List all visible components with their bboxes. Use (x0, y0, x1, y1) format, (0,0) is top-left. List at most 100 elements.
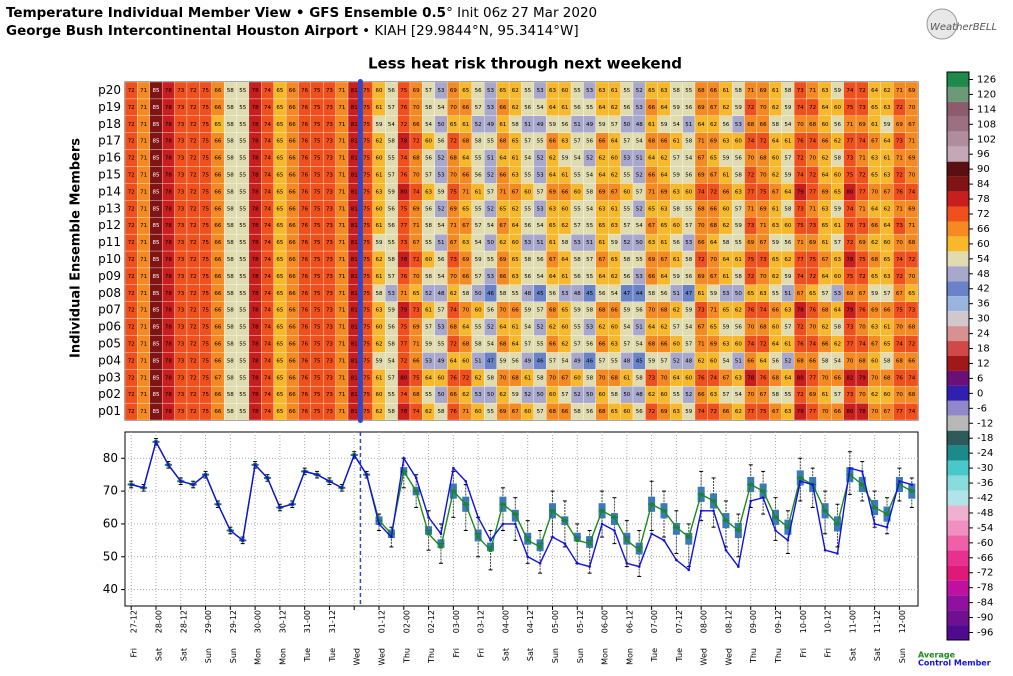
cell-value: 53 (586, 325, 593, 331)
member-label: p12 (98, 218, 121, 232)
cell-value: 63 (735, 189, 742, 195)
cell-value: 75 (314, 88, 321, 94)
cell-value: 59 (710, 291, 717, 297)
header-title-bold: Temperature Individual Member View • GFS… (6, 5, 446, 21)
cell-value: 62 (710, 122, 717, 128)
colorbar-band (947, 161, 969, 177)
cell-value: 70 (760, 274, 767, 280)
cell-value: 77 (846, 341, 853, 347)
x-tick-label: 03-12 (477, 610, 486, 633)
cell-value: 59 (376, 240, 383, 246)
cell-value: 60 (834, 105, 841, 111)
cell-value: 62 (648, 392, 655, 398)
cell-value: 72 (128, 172, 135, 178)
cell-value: 55 (623, 172, 630, 178)
series-marker (749, 499, 753, 503)
cell-value: 55 (524, 206, 531, 212)
cell-value: 66 (289, 88, 296, 94)
cell-value: 73 (177, 172, 184, 178)
cell-value: 76 (859, 308, 866, 314)
cell-value: 51 (636, 325, 643, 331)
cell-value: 75 (363, 257, 370, 263)
cell-value: 62 (450, 291, 457, 297)
cell-value: 72 (908, 257, 915, 263)
cell-value: 64 (673, 375, 680, 381)
cell-value: 78 (797, 308, 804, 314)
cell-value: 66 (214, 291, 221, 297)
cell-value: 64 (425, 375, 432, 381)
cell-value: 74 (264, 257, 271, 263)
cell-value: 55 (239, 206, 246, 212)
cell-value: 72 (859, 274, 866, 280)
member-label: p07 (98, 303, 121, 317)
cell-value: 85 (152, 291, 159, 297)
cell-value: 75 (202, 257, 209, 263)
cell-value: 75 (314, 223, 321, 229)
cell-value: 55 (475, 206, 482, 212)
cell-value: 66 (214, 172, 221, 178)
colorbar-label: 42 (977, 284, 990, 295)
cell-value: 73 (177, 409, 184, 415)
cell-value: 63 (760, 291, 767, 297)
cell-value: 74 (264, 156, 271, 162)
colorbar-band (947, 86, 969, 102)
x-day-label: Mon (254, 648, 263, 665)
cell-value: 73 (797, 88, 804, 94)
cell-value: 54 (574, 156, 581, 162)
cell-value: 71 (140, 172, 147, 178)
cell-value: 73 (846, 392, 853, 398)
cell-value: 56 (437, 257, 444, 263)
colorbar-band (947, 72, 969, 87)
cell-value: 75 (314, 325, 321, 331)
cell-value: 55 (673, 392, 680, 398)
cell-value: 70 (797, 122, 804, 128)
cell-value: 70 (908, 274, 915, 280)
cell-value: 56 (623, 105, 630, 111)
cell-value: 72 (710, 409, 717, 415)
cell-value: 74 (400, 156, 407, 162)
cell-value: 62 (611, 274, 618, 280)
cell-value: 68 (698, 88, 705, 94)
cell-value: 55 (537, 139, 544, 145)
cell-value: 66 (214, 341, 221, 347)
cell-value: 65 (450, 122, 457, 128)
cell-value: 75 (363, 291, 370, 297)
series-marker (860, 470, 864, 473)
cell-value: 66 (289, 325, 296, 331)
cell-value: 60 (574, 375, 581, 381)
series-marker (538, 562, 542, 565)
series-marker (452, 466, 455, 470)
cell-value: 75 (400, 325, 407, 331)
member-label: p14 (98, 184, 121, 198)
cell-value: 56 (685, 172, 692, 178)
x-tick-label: 31-12 (328, 610, 337, 633)
cell-value: 81 (351, 240, 358, 246)
cell-value: 61 (822, 240, 829, 246)
x-day-label: Sat (501, 648, 510, 661)
cell-value: 66 (660, 341, 667, 347)
cell-value: 71 (710, 308, 717, 314)
cell-value: 59 (388, 189, 395, 195)
cell-value: 69 (908, 206, 915, 212)
series-marker (910, 483, 914, 486)
cell-value: 75 (363, 325, 370, 331)
cell-value: 69 (698, 274, 705, 280)
series-marker (761, 489, 765, 493)
cell-value: 65 (611, 257, 618, 263)
cell-value: 56 (623, 274, 630, 280)
cell-value: 62 (834, 139, 841, 145)
x-day-label: Wed (378, 648, 387, 665)
cell-value: 68 (549, 409, 556, 415)
cell-value: 54 (722, 358, 729, 364)
cell-value: 51 (475, 358, 482, 364)
cell-value: 75 (413, 375, 420, 381)
cell-value: 50 (735, 291, 742, 297)
cell-value: 70 (760, 172, 767, 178)
cell-value: 56 (561, 122, 568, 128)
cell-value: 58 (227, 358, 234, 364)
cell-value: 81 (351, 274, 358, 280)
cell-value: 62 (772, 172, 779, 178)
cell-value: 63 (512, 274, 519, 280)
colorbar-label: -42 (977, 493, 993, 504)
cell-value: 75 (202, 308, 209, 314)
